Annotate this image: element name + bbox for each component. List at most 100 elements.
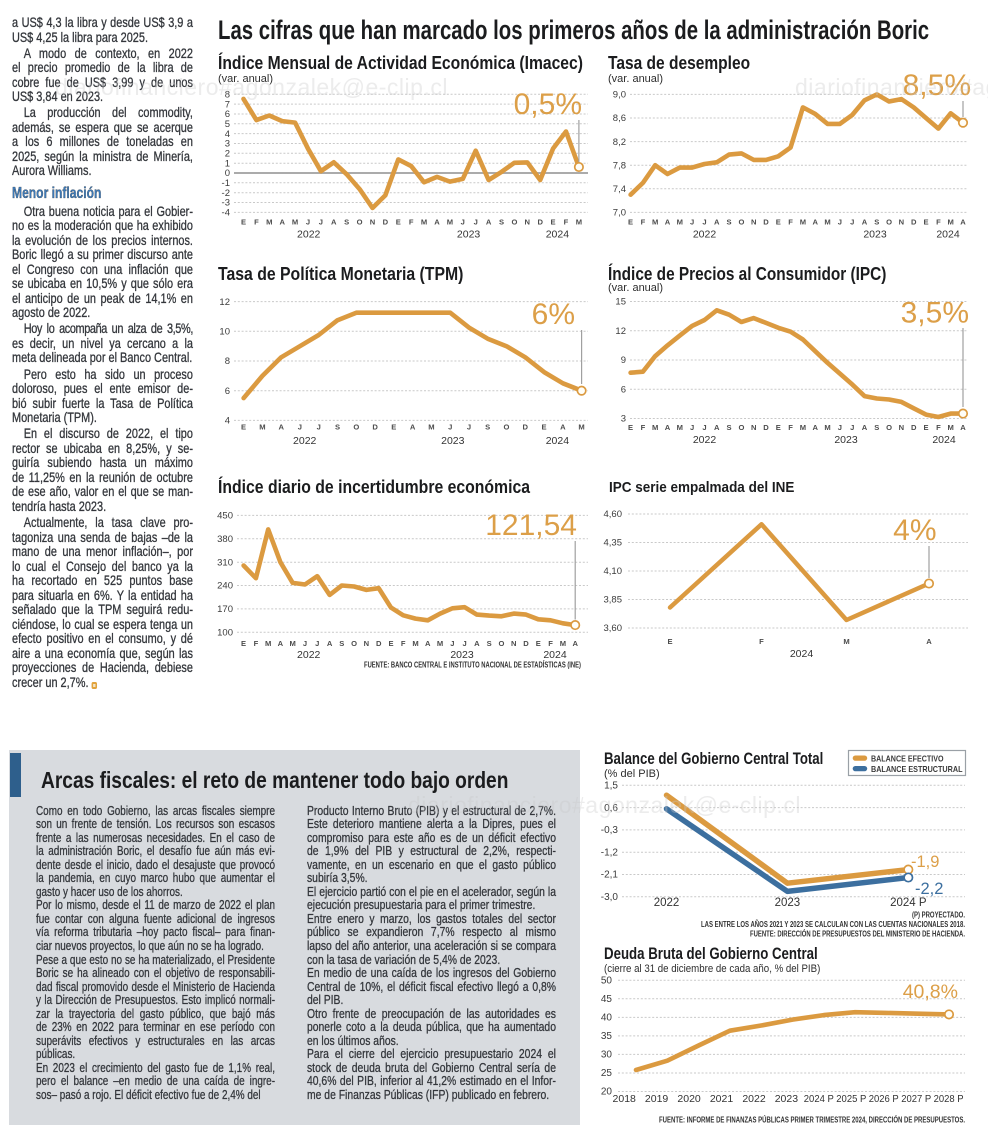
- svg-text:-1: -1: [222, 178, 230, 189]
- svg-text:E: E: [667, 637, 672, 646]
- svg-text:M: M: [437, 639, 443, 648]
- svg-text:D: D: [376, 639, 382, 648]
- svg-text:J: J: [448, 423, 452, 432]
- svg-text:121,54: 121,54: [485, 509, 577, 542]
- svg-text:2022: 2022: [654, 897, 680, 909]
- svg-text:M: M: [824, 423, 830, 432]
- svg-text:S: S: [499, 218, 504, 227]
- svg-text:F: F: [788, 218, 793, 227]
- svg-text:J: J: [838, 218, 842, 227]
- svg-text:O: O: [886, 218, 892, 227]
- svg-text:J: J: [850, 423, 854, 432]
- svg-text:7: 7: [225, 99, 230, 110]
- svg-text:N: N: [511, 639, 516, 648]
- svg-text:A: A: [665, 423, 671, 432]
- svg-text:J: J: [690, 423, 694, 432]
- svg-text:N: N: [370, 218, 375, 227]
- svg-text:2020: 2020: [677, 1093, 701, 1105]
- svg-text:D: D: [911, 423, 917, 432]
- svg-text:40,8%: 40,8%: [903, 981, 958, 1003]
- svg-text:E: E: [542, 423, 547, 432]
- svg-text:4%: 4%: [893, 514, 936, 547]
- svg-text:2019: 2019: [645, 1093, 669, 1105]
- svg-text:2023: 2023: [863, 229, 887, 241]
- svg-text:S: S: [727, 423, 732, 432]
- svg-text:A: A: [665, 218, 671, 227]
- svg-text:J: J: [303, 639, 307, 648]
- svg-text:F: F: [936, 218, 941, 227]
- svg-text:D: D: [537, 218, 543, 227]
- svg-text:O: O: [499, 639, 505, 648]
- svg-text:O: O: [353, 423, 359, 432]
- svg-text:D: D: [523, 639, 529, 648]
- svg-text:1,5: 1,5: [604, 781, 618, 792]
- svg-text:J: J: [838, 423, 842, 432]
- svg-text:E: E: [391, 423, 396, 432]
- svg-text:310: 310: [217, 557, 233, 568]
- svg-text:8: 8: [225, 356, 230, 367]
- svg-text:J: J: [702, 218, 706, 227]
- svg-text:M: M: [677, 218, 683, 227]
- svg-text:S: S: [485, 423, 490, 432]
- svg-text:2022: 2022: [297, 229, 321, 241]
- svg-text:50: 50: [601, 976, 613, 987]
- svg-text:6%: 6%: [532, 298, 575, 331]
- svg-text:2024: 2024: [543, 649, 567, 661]
- svg-text:2028 P: 2028 P: [934, 1093, 964, 1105]
- svg-text:30: 30: [601, 1050, 613, 1061]
- svg-text:2024 P: 2024 P: [890, 897, 927, 909]
- svg-text:3,5%: 3,5%: [901, 297, 969, 330]
- svg-text:F: F: [936, 423, 941, 432]
- svg-text:E: E: [241, 639, 246, 648]
- svg-text:-1,2: -1,2: [601, 847, 619, 858]
- svg-text:S: S: [727, 218, 732, 227]
- svg-text:-3,0: -3,0: [601, 892, 619, 903]
- svg-text:6: 6: [225, 386, 230, 397]
- svg-text:M: M: [428, 423, 434, 432]
- svg-text:25: 25: [601, 1068, 613, 1079]
- svg-text:0: 0: [225, 168, 230, 179]
- svg-text:A: A: [279, 218, 285, 227]
- svg-text:2022: 2022: [742, 1093, 766, 1105]
- svg-text:3,85: 3,85: [604, 595, 623, 606]
- svg-text:-2,1: -2,1: [601, 870, 619, 881]
- svg-text:5: 5: [225, 119, 230, 130]
- svg-text:J: J: [702, 423, 706, 432]
- svg-text:-2: -2: [222, 188, 230, 199]
- svg-text:E: E: [241, 423, 246, 432]
- svg-text:N: N: [751, 218, 756, 227]
- svg-text:6: 6: [225, 109, 230, 120]
- svg-text:8: 8: [225, 90, 230, 101]
- svg-text:E: E: [923, 218, 928, 227]
- svg-text:0,5%: 0,5%: [514, 88, 582, 121]
- svg-text:F: F: [641, 218, 646, 227]
- svg-text:3: 3: [225, 139, 230, 150]
- svg-text:F: F: [254, 639, 259, 648]
- svg-text:A: A: [331, 218, 337, 227]
- svg-text:7,4: 7,4: [613, 184, 626, 195]
- svg-text:2024: 2024: [790, 648, 814, 660]
- svg-text:D: D: [763, 218, 769, 227]
- svg-text:2024: 2024: [932, 434, 956, 446]
- svg-text:E: E: [536, 639, 541, 648]
- svg-text:E: E: [776, 218, 781, 227]
- svg-text:10: 10: [219, 327, 230, 338]
- svg-text:40: 40: [601, 1013, 613, 1024]
- svg-text:F: F: [564, 218, 569, 227]
- svg-text:LAS ENTRE LOS AÑOS 2021 Y 2023: LAS ENTRE LOS AÑOS 2021 Y 2023 SE CALCUL…: [701, 920, 965, 929]
- svg-text:M: M: [560, 639, 566, 648]
- svg-text:F: F: [254, 218, 259, 227]
- svg-text:D: D: [911, 218, 917, 227]
- svg-text:4,35: 4,35: [604, 538, 623, 549]
- svg-text:240: 240: [217, 581, 233, 592]
- svg-text:-0,3: -0,3: [601, 825, 619, 836]
- svg-text:BALANCE ESTRUCTURAL: BALANCE ESTRUCTURAL: [871, 764, 963, 774]
- svg-text:2022: 2022: [693, 434, 717, 446]
- svg-text:J: J: [319, 218, 323, 227]
- svg-text:M: M: [843, 637, 849, 646]
- svg-text:M: M: [948, 218, 954, 227]
- svg-text:F: F: [401, 639, 406, 648]
- svg-text:2023: 2023: [450, 649, 474, 661]
- svg-text:S: S: [335, 423, 340, 432]
- svg-text:1: 1: [225, 158, 230, 169]
